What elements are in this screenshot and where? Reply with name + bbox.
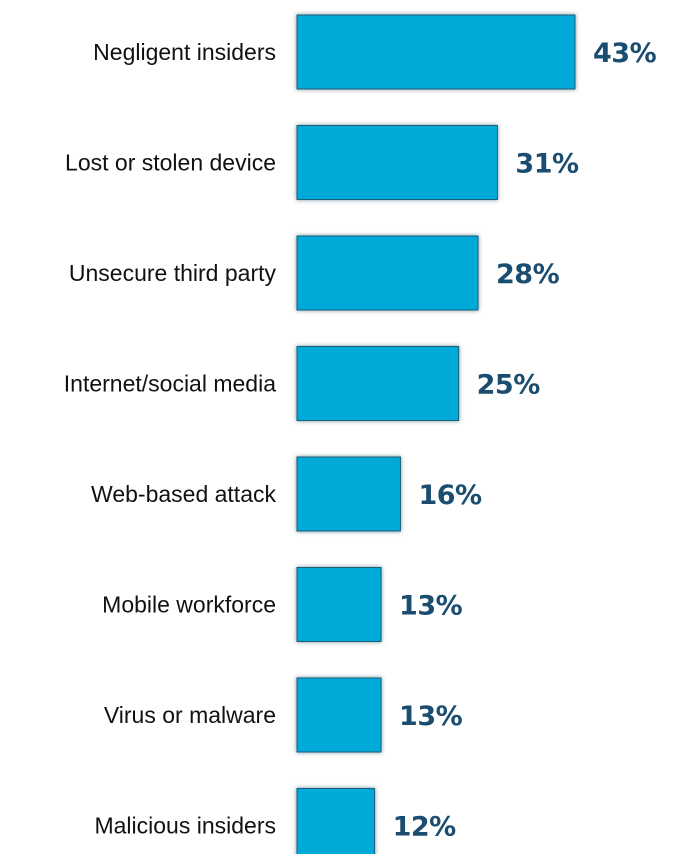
- value-label: 25%: [477, 370, 541, 401]
- bar-group: Mobile workforce 13%: [102, 567, 463, 642]
- bar: [296, 677, 382, 753]
- category-label: Negligent insiders: [93, 39, 276, 65]
- bar: [296, 456, 401, 532]
- bar-group: Negligent insiders 43%: [93, 14, 657, 90]
- bar: [296, 235, 479, 311]
- bar: [296, 788, 376, 854]
- category-label: Unsecure third party: [69, 260, 277, 286]
- value-label: 31%: [515, 149, 579, 180]
- value-label: 12%: [393, 812, 457, 843]
- category-label: Web-based attack: [91, 481, 276, 507]
- value-label: 13%: [399, 701, 463, 732]
- bar-group: Unsecure third party 28%: [69, 235, 560, 311]
- value-label: 13%: [399, 591, 463, 622]
- category-label: Mobile workforce: [102, 592, 276, 618]
- category-label: Virus or malware: [104, 702, 276, 728]
- bar-group: Virus or malware 13%: [104, 677, 463, 753]
- category-label: Internet/social media: [64, 371, 276, 397]
- bar-group: Web-based attack 16%: [91, 456, 483, 532]
- value-label: 43%: [593, 38, 657, 69]
- bar: [296, 14, 576, 90]
- value-label: 16%: [418, 480, 482, 511]
- value-label: 28%: [496, 259, 560, 290]
- bar-group: Internet/social media 25%: [64, 346, 541, 421]
- category-label: Malicious insiders: [94, 813, 276, 839]
- bars-layer: Negligent insiders 43% Lost or stolen devi…: [64, 14, 657, 854]
- bar-group: Malicious insiders 12%: [94, 788, 457, 854]
- bar-group: Lost or stolen device 31%: [65, 125, 579, 200]
- bar: [296, 125, 498, 200]
- bar: [296, 567, 382, 642]
- bar: [296, 346, 460, 421]
- category-label: Lost or stolen device: [65, 150, 276, 176]
